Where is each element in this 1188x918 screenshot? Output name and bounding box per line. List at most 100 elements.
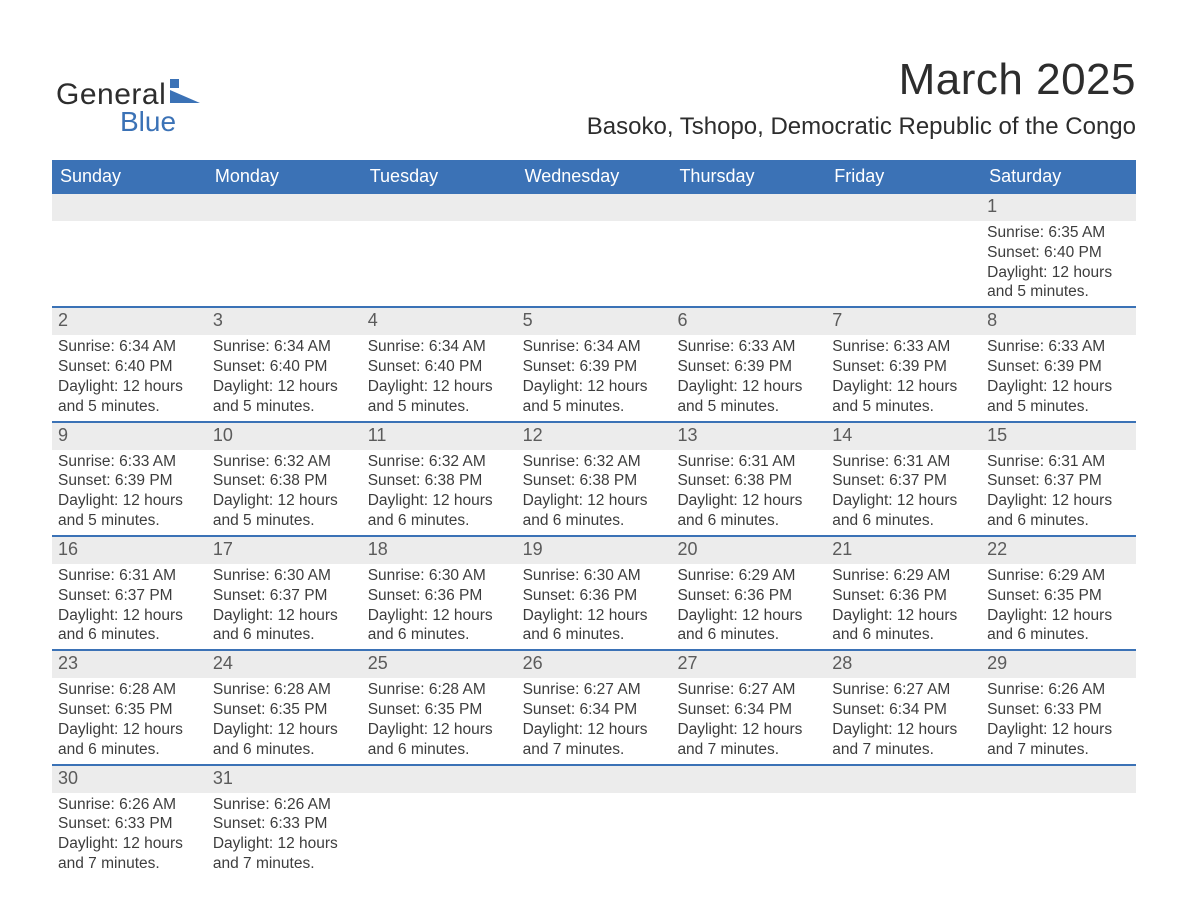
weekday-header: Monday — [207, 160, 362, 194]
day-number-cell — [207, 194, 362, 221]
sunrise-text: Sunrise: 6:33 AM — [677, 337, 820, 357]
weekday-header: Friday — [826, 160, 981, 194]
daylight-text: Daylight: 12 hours — [832, 377, 975, 397]
title-block: March 2025 Basoko, Tshopo, Democratic Re… — [587, 55, 1136, 141]
day-detail-row: Sunrise: 6:35 AMSunset: 6:40 PMDaylight:… — [52, 221, 1136, 306]
daylight-text: and 6 minutes. — [523, 625, 666, 645]
daylight-text: Daylight: 12 hours — [677, 491, 820, 511]
sunset-text: Sunset: 6:34 PM — [677, 700, 820, 720]
day-detail-cell: Sunrise: 6:33 AMSunset: 6:39 PMDaylight:… — [981, 335, 1136, 420]
day-detail-cell: Sunrise: 6:29 AMSunset: 6:36 PMDaylight:… — [671, 564, 826, 649]
sunset-text: Sunset: 6:39 PM — [523, 357, 666, 377]
day-detail-cell — [362, 221, 517, 306]
day-number-cell: 16 — [52, 537, 207, 564]
day-number-cell — [362, 194, 517, 221]
daylight-text: Daylight: 12 hours — [368, 491, 511, 511]
day-number-cell: 24 — [207, 651, 362, 678]
day-detail-row: Sunrise: 6:33 AMSunset: 6:39 PMDaylight:… — [52, 450, 1136, 535]
day-number-cell: 26 — [517, 651, 672, 678]
daylight-text: and 6 minutes. — [368, 511, 511, 531]
daylight-text: and 6 minutes. — [368, 625, 511, 645]
day-detail-cell: Sunrise: 6:31 AMSunset: 6:38 PMDaylight:… — [671, 450, 826, 535]
day-number-cell: 22 — [981, 537, 1136, 564]
day-number-cell: 17 — [207, 537, 362, 564]
calendar-header-row: Sunday Monday Tuesday Wednesday Thursday… — [52, 160, 1136, 194]
day-detail-cell: Sunrise: 6:27 AMSunset: 6:34 PMDaylight:… — [826, 678, 981, 763]
sunrise-text: Sunrise: 6:26 AM — [58, 795, 201, 815]
day-detail-cell: Sunrise: 6:35 AMSunset: 6:40 PMDaylight:… — [981, 221, 1136, 306]
daylight-text: and 7 minutes. — [213, 854, 356, 874]
sunrise-text: Sunrise: 6:27 AM — [832, 680, 975, 700]
day-detail-cell: Sunrise: 6:32 AMSunset: 6:38 PMDaylight:… — [207, 450, 362, 535]
sunrise-text: Sunrise: 6:32 AM — [368, 452, 511, 472]
sunset-text: Sunset: 6:37 PM — [213, 586, 356, 606]
daylight-text: and 5 minutes. — [523, 397, 666, 417]
daylight-text: and 6 minutes. — [213, 625, 356, 645]
daylight-text: and 6 minutes. — [58, 740, 201, 760]
sunrise-text: Sunrise: 6:34 AM — [523, 337, 666, 357]
sunset-text: Sunset: 6:34 PM — [832, 700, 975, 720]
day-detail-cell: Sunrise: 6:29 AMSunset: 6:36 PMDaylight:… — [826, 564, 981, 649]
day-detail-cell: Sunrise: 6:29 AMSunset: 6:35 PMDaylight:… — [981, 564, 1136, 649]
day-number-cell: 1 — [981, 194, 1136, 221]
daylight-text: Daylight: 12 hours — [987, 377, 1130, 397]
day-detail-cell — [207, 221, 362, 306]
sunrise-text: Sunrise: 6:31 AM — [987, 452, 1130, 472]
sunset-text: Sunset: 6:33 PM — [58, 814, 201, 834]
day-detail-cell: Sunrise: 6:27 AMSunset: 6:34 PMDaylight:… — [671, 678, 826, 763]
month-title: March 2025 — [587, 55, 1136, 105]
day-number-cell: 29 — [981, 651, 1136, 678]
day-number-row: 1 — [52, 194, 1136, 221]
location-title: Basoko, Tshopo, Democratic Republic of t… — [587, 113, 1136, 141]
sunset-text: Sunset: 6:35 PM — [368, 700, 511, 720]
day-detail-row: Sunrise: 6:26 AMSunset: 6:33 PMDaylight:… — [52, 793, 1136, 878]
sunrise-text: Sunrise: 6:31 AM — [677, 452, 820, 472]
sunrise-text: Sunrise: 6:32 AM — [213, 452, 356, 472]
day-number-cell: 12 — [517, 423, 672, 450]
daylight-text: Daylight: 12 hours — [368, 377, 511, 397]
daylight-text: and 5 minutes. — [987, 282, 1130, 302]
sunset-text: Sunset: 6:35 PM — [58, 700, 201, 720]
daylight-text: Daylight: 12 hours — [523, 606, 666, 626]
day-detail-cell: Sunrise: 6:34 AMSunset: 6:40 PMDaylight:… — [207, 335, 362, 420]
day-detail-cell: Sunrise: 6:34 AMSunset: 6:40 PMDaylight:… — [52, 335, 207, 420]
daylight-text: Daylight: 12 hours — [213, 606, 356, 626]
daylight-text: and 6 minutes. — [213, 740, 356, 760]
day-detail-cell: Sunrise: 6:30 AMSunset: 6:36 PMDaylight:… — [362, 564, 517, 649]
sunrise-text: Sunrise: 6:31 AM — [832, 452, 975, 472]
daylight-text: and 5 minutes. — [368, 397, 511, 417]
day-number-cell: 30 — [52, 766, 207, 793]
daylight-text: and 7 minutes. — [523, 740, 666, 760]
day-number-cell — [517, 766, 672, 793]
logo-mark-icon — [170, 79, 204, 108]
daylight-text: and 6 minutes. — [58, 625, 201, 645]
day-number-cell: 31 — [207, 766, 362, 793]
day-detail-cell: Sunrise: 6:30 AMSunset: 6:37 PMDaylight:… — [207, 564, 362, 649]
day-detail-cell: Sunrise: 6:31 AMSunset: 6:37 PMDaylight:… — [826, 450, 981, 535]
daylight-text: Daylight: 12 hours — [523, 377, 666, 397]
day-number-cell: 10 — [207, 423, 362, 450]
day-number-cell: 9 — [52, 423, 207, 450]
sunset-text: Sunset: 6:38 PM — [213, 471, 356, 491]
day-number-row: 2345678 — [52, 306, 1136, 335]
daylight-text: Daylight: 12 hours — [58, 834, 201, 854]
day-number-cell: 5 — [517, 308, 672, 335]
sunrise-text: Sunrise: 6:27 AM — [523, 680, 666, 700]
daylight-text: and 6 minutes. — [987, 625, 1130, 645]
sunset-text: Sunset: 6:36 PM — [523, 586, 666, 606]
day-detail-cell: Sunrise: 6:31 AMSunset: 6:37 PMDaylight:… — [981, 450, 1136, 535]
sunrise-text: Sunrise: 6:28 AM — [213, 680, 356, 700]
sunset-text: Sunset: 6:33 PM — [987, 700, 1130, 720]
day-detail-cell: Sunrise: 6:28 AMSunset: 6:35 PMDaylight:… — [207, 678, 362, 763]
daylight-text: Daylight: 12 hours — [987, 606, 1130, 626]
day-number-cell: 23 — [52, 651, 207, 678]
daylight-text: Daylight: 12 hours — [213, 491, 356, 511]
sunrise-text: Sunrise: 6:31 AM — [58, 566, 201, 586]
sunset-text: Sunset: 6:35 PM — [213, 700, 356, 720]
sunset-text: Sunset: 6:38 PM — [368, 471, 511, 491]
daylight-text: Daylight: 12 hours — [58, 606, 201, 626]
day-number-row: 23242526272829 — [52, 649, 1136, 678]
sunset-text: Sunset: 6:37 PM — [987, 471, 1130, 491]
daylight-text: and 6 minutes. — [368, 740, 511, 760]
sunrise-text: Sunrise: 6:30 AM — [368, 566, 511, 586]
